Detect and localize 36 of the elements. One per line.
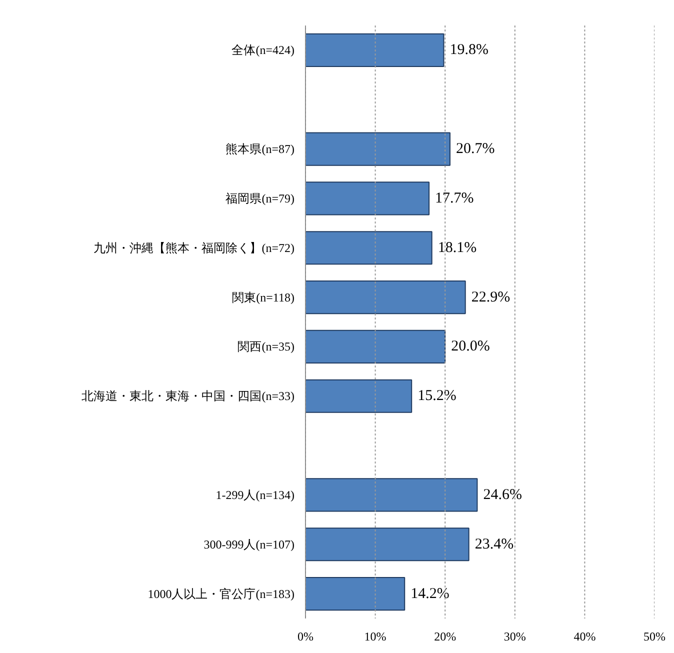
- x-tick-label: 0%: [298, 630, 314, 644]
- x-tick-label: 50%: [644, 630, 666, 644]
- data-label: 20.0%: [451, 338, 490, 355]
- y-tick-label: 1000人以上・官公庁(n=183): [148, 586, 295, 601]
- data-label: 14.2%: [410, 586, 450, 602]
- y-tick-label: 北海道・東北・東海・中国・四国(n=33): [82, 389, 295, 404]
- data-label: 23.4%: [474, 536, 514, 552]
- data-label: 15.2%: [418, 388, 456, 404]
- data-label: 19.8%: [450, 42, 488, 58]
- x-tick-label: 10%: [364, 630, 386, 644]
- y-tick-label: 全体(n=424): [232, 43, 295, 58]
- x-tick-label: 40%: [574, 630, 596, 644]
- bar: [306, 478, 478, 512]
- data-label: 18.1%: [438, 240, 477, 256]
- y-tick-label: 関東(n=118): [232, 290, 295, 304]
- data-label: 17.7%: [435, 190, 474, 206]
- bar: [306, 182, 430, 216]
- bar: [306, 132, 450, 166]
- y-tick-label: 福岡県(n=79): [226, 191, 295, 206]
- y-tick-label: 関西(n=35): [238, 340, 295, 354]
- bar: [306, 33, 444, 68]
- bar: [306, 280, 466, 314]
- data-label: 24.6%: [483, 486, 522, 503]
- bar: [306, 379, 412, 413]
- bar: [306, 231, 432, 265]
- x-tick-label: 20%: [434, 630, 456, 644]
- y-tick-label: 300-999人(n=107): [204, 537, 295, 552]
- bar: [306, 528, 470, 562]
- y-tick-label: 1-299人(n=134): [216, 488, 295, 502]
- bar: [306, 576, 406, 611]
- data-label: 20.7%: [456, 141, 495, 158]
- x-tick-label: 30%: [504, 630, 526, 644]
- y-tick-label: 九州・沖縄【熊本・福岡除く】(n=72): [94, 240, 295, 255]
- data-label: 22.9%: [471, 289, 510, 306]
- bar: [306, 330, 446, 364]
- y-tick-label: 熊本県(n=87): [226, 142, 295, 156]
